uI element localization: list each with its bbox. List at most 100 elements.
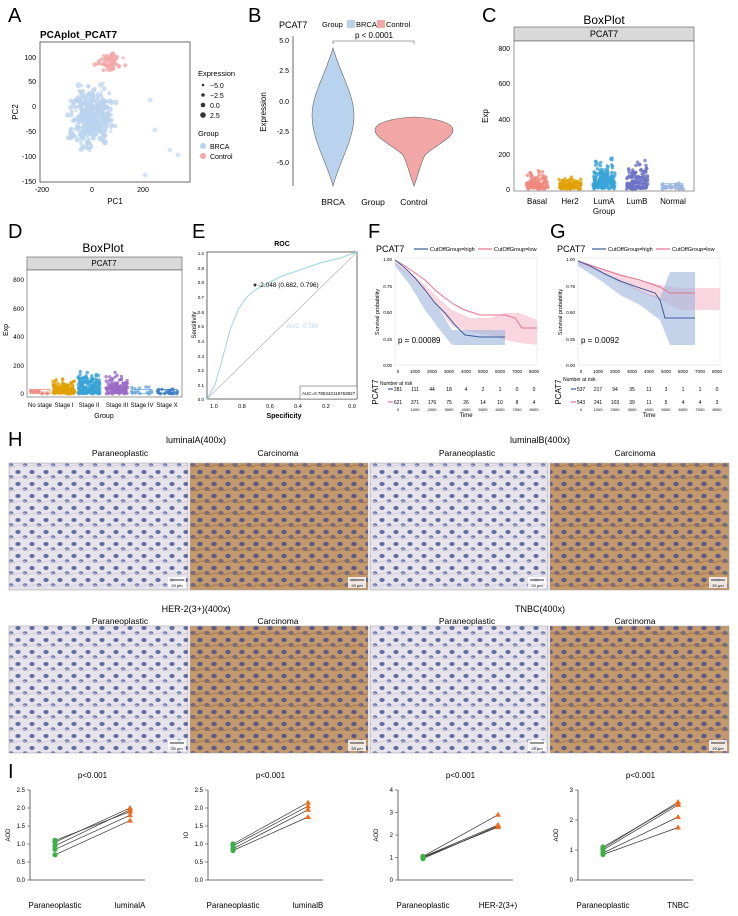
jitter-point bbox=[613, 171, 617, 175]
jitter-point bbox=[681, 187, 686, 191]
pca-point-brca bbox=[102, 122, 106, 127]
panel-d-points bbox=[29, 370, 180, 396]
box bbox=[156, 389, 178, 394]
jitter-point bbox=[537, 170, 541, 174]
i-ytick: 1 bbox=[570, 848, 574, 854]
jitter-point bbox=[578, 187, 583, 191]
risk-count-high: 11 bbox=[646, 387, 651, 393]
jitter-point bbox=[525, 173, 530, 177]
scalebar-label: 20 μm bbox=[531, 746, 543, 751]
panel-e-threshold-label: -2.048 (0.682, 0.796) bbox=[258, 282, 319, 289]
jitter-point bbox=[607, 175, 611, 180]
jitter-point bbox=[626, 167, 631, 171]
panel-e-auc-inside: AUC: 0.785 bbox=[287, 324, 319, 330]
panel-e-yticks: 1.0 0.9 0.8 0.7 0.6 0.5 0.4 0.3 0.2 0.1 … bbox=[198, 251, 205, 402]
i-point-paraneoplastic bbox=[52, 846, 58, 853]
panel-e-auc-box bbox=[299, 385, 358, 400]
pca-point-brca bbox=[83, 117, 88, 123]
jitter-point bbox=[84, 375, 88, 379]
jitter-point bbox=[529, 174, 533, 179]
h-label-paraneoplastic: Paraneoplastic bbox=[439, 448, 496, 458]
h-group-title-tnbc: TNBC(400x) bbox=[515, 604, 565, 614]
jitter-point bbox=[60, 377, 65, 381]
box bbox=[131, 389, 153, 394]
panel-b-legend-item: Control bbox=[386, 20, 411, 29]
pca-point-brca bbox=[107, 91, 112, 96]
jitter-point bbox=[636, 174, 641, 179]
jitter-point bbox=[137, 386, 141, 390]
pca-point-brca bbox=[101, 100, 107, 105]
panel-letter-e: E bbox=[192, 221, 205, 243]
pca-point-brca bbox=[79, 113, 84, 117]
panel-g-title: PCAT7 bbox=[557, 244, 585, 254]
panel-letter-d: D bbox=[8, 221, 22, 243]
risk-count-high: 1 bbox=[699, 387, 702, 393]
scalebar-label: 20 μm bbox=[712, 583, 724, 588]
jitter-point bbox=[602, 170, 606, 174]
panel-g-pvalue: p = 0.0092 bbox=[581, 336, 620, 345]
panel-b-xlabel: Group bbox=[361, 197, 385, 207]
jitter-point bbox=[610, 178, 614, 182]
panel-g-xlabel: Time bbox=[642, 413, 656, 419]
panel-f-ci-low bbox=[395, 262, 537, 345]
panel-e-roc-curve bbox=[206, 251, 358, 400]
panel-b-ytick: -2.5 bbox=[277, 129, 289, 136]
panel-e-ytick: 0.2 bbox=[198, 368, 205, 373]
pca-point-brca bbox=[101, 133, 106, 138]
jitter-point bbox=[568, 187, 573, 191]
i-point-tumor bbox=[127, 808, 133, 814]
jitter-point bbox=[129, 390, 134, 394]
pca-point-brca bbox=[102, 81, 105, 85]
panel-f-ytick: 0.75 bbox=[383, 284, 392, 289]
pca-point-brca bbox=[113, 99, 119, 106]
i-pair-line bbox=[54, 809, 131, 847]
h-label-carcinoma: Carcinoma bbox=[257, 616, 298, 626]
jitter-point bbox=[605, 171, 609, 175]
risk-count-high: 94 bbox=[612, 387, 618, 393]
jitter-point bbox=[94, 372, 99, 377]
pca-point-brca bbox=[65, 112, 71, 118]
survival-xtick: 3000 bbox=[444, 369, 455, 374]
pca-point-control bbox=[117, 64, 122, 68]
jitter-point bbox=[80, 385, 85, 389]
jitter-point bbox=[643, 158, 647, 163]
jitter-point bbox=[639, 176, 643, 180]
jitter-point bbox=[603, 179, 607, 183]
jitter-point bbox=[104, 375, 108, 379]
pca-point-control bbox=[110, 51, 116, 57]
i-pair-line bbox=[232, 802, 309, 845]
panel-d-ytick: 400 bbox=[13, 334, 24, 341]
legend-size-dot bbox=[201, 83, 205, 87]
jitter-point bbox=[85, 370, 89, 375]
jitter-point bbox=[576, 185, 580, 189]
jitter-point bbox=[536, 183, 541, 188]
jitter-point bbox=[130, 385, 134, 390]
pca-point-brca bbox=[101, 130, 104, 134]
jitter-point bbox=[537, 173, 541, 177]
legend-size-dot bbox=[201, 93, 205, 97]
h-image-her2-paraneoplastic bbox=[8, 625, 189, 754]
h-image-her2-carcinoma bbox=[189, 625, 369, 754]
h-image-luminalb-paraneoplastic bbox=[369, 462, 549, 591]
risk-xtick: 6000 bbox=[679, 407, 689, 412]
survival-xtick: 4000 bbox=[644, 369, 655, 374]
panel-b-legend-title: Group bbox=[322, 20, 343, 29]
h-label-carcinoma: Carcinoma bbox=[257, 448, 298, 458]
i-ytick: 0 bbox=[570, 878, 574, 884]
jitter-point bbox=[644, 183, 648, 187]
jitter-point bbox=[534, 184, 538, 188]
panel-c-ytick: 400 bbox=[498, 117, 510, 124]
panel-f-ytick: 1.00 bbox=[383, 257, 392, 262]
jitter-point bbox=[604, 183, 608, 187]
risk-xtick: 2000 bbox=[611, 407, 621, 412]
i-category: HER-2(3+) bbox=[479, 901, 518, 910]
panel-e-threshold-point bbox=[253, 283, 257, 287]
box bbox=[29, 389, 51, 394]
i-point-tumor bbox=[495, 811, 501, 817]
panel-c-ytick: 0 bbox=[506, 187, 510, 194]
pca-point-brca bbox=[74, 122, 81, 129]
jitter-point bbox=[54, 378, 58, 383]
panel-d-category: No stage bbox=[28, 403, 53, 409]
panel-g-ci-high bbox=[578, 262, 695, 345]
survival-xtick: 1000 bbox=[410, 369, 421, 374]
